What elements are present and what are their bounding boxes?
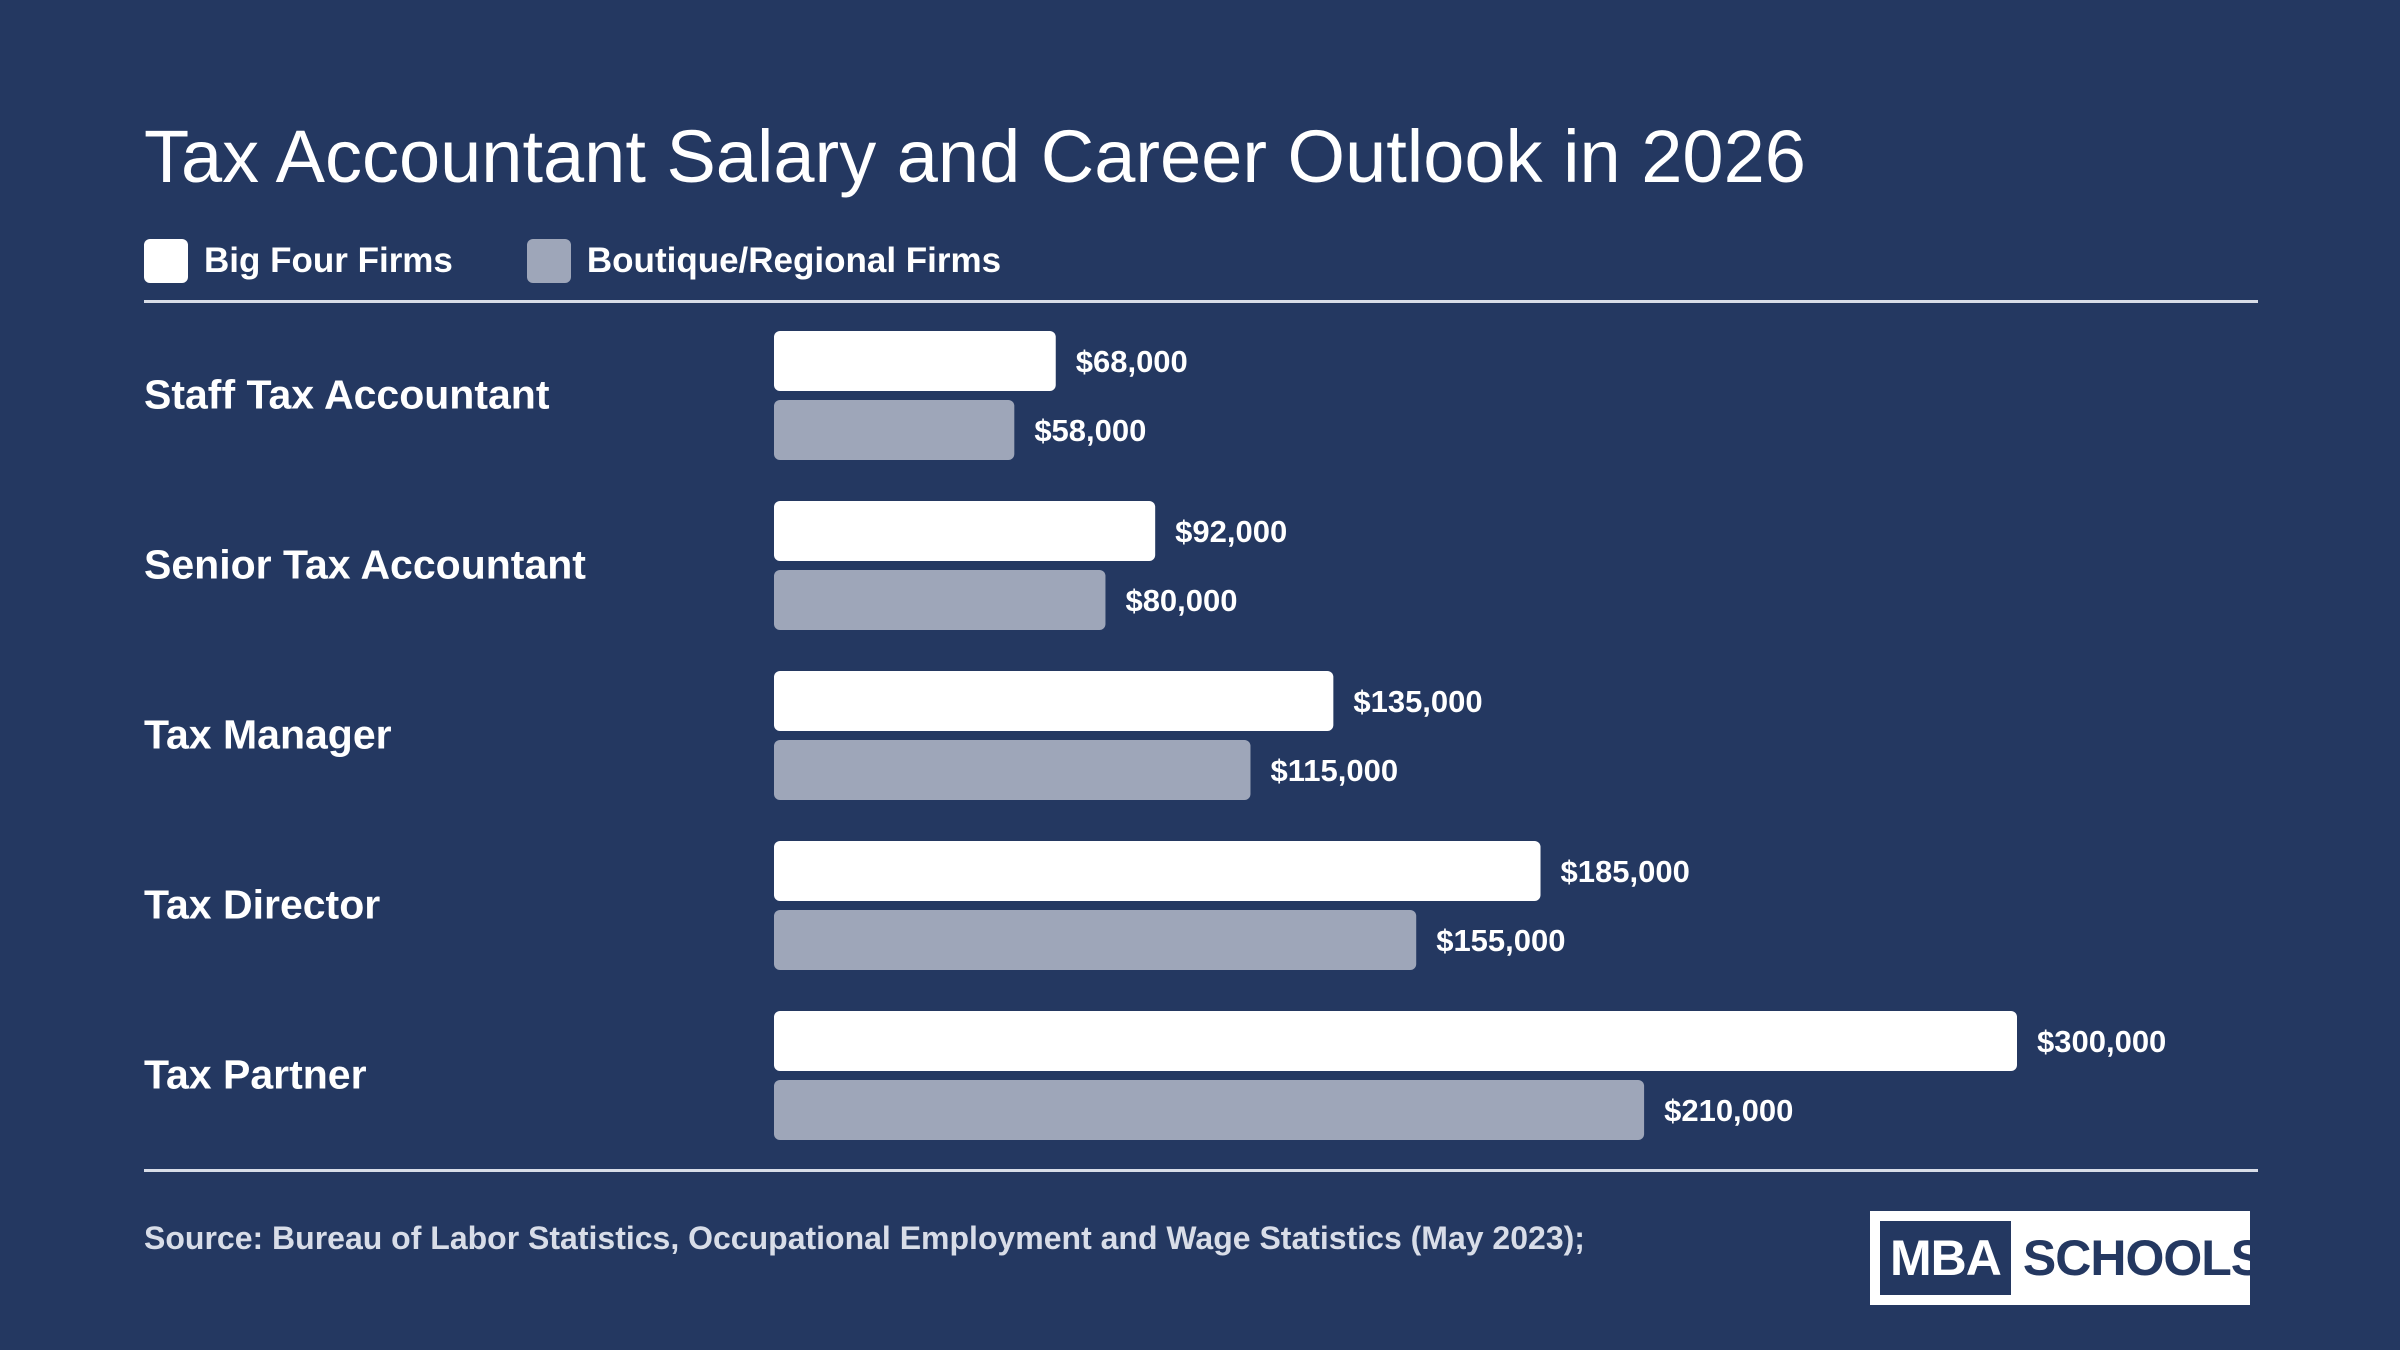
bar-boutique bbox=[774, 740, 1251, 800]
legend-item-big-four: Big Four Firms bbox=[144, 239, 453, 283]
bar-boutique bbox=[774, 1080, 1645, 1140]
source-note: Source: Bureau of Labor Statistics, Occu… bbox=[144, 1220, 1585, 1256]
category-label: Tax Director bbox=[144, 882, 380, 928]
legend-label-boutique: Boutique/Regional Firms bbox=[586, 241, 1002, 280]
category-label: Staff Tax Accountant bbox=[144, 372, 550, 418]
value-label-big-four: $68,000 bbox=[1076, 344, 1188, 379]
bar-big-four bbox=[774, 671, 1334, 731]
bar-big-four bbox=[774, 331, 1056, 391]
value-label-big-four: $135,000 bbox=[1353, 684, 1482, 719]
legend-item-boutique: Boutique/Regional Firms bbox=[526, 239, 1002, 283]
bar-big-four bbox=[774, 501, 1156, 561]
value-label-boutique: $80,000 bbox=[1125, 583, 1237, 618]
logo-mba-text: MBA bbox=[1880, 1221, 2011, 1295]
bar-boutique bbox=[774, 910, 1417, 970]
bar-boutique bbox=[774, 570, 1106, 630]
value-label-big-four: $92,000 bbox=[1175, 514, 1287, 549]
bar-boutique bbox=[774, 400, 1015, 460]
value-label-big-four: $300,000 bbox=[2037, 1024, 2166, 1059]
legend-label-big-four: Big Four Firms bbox=[204, 241, 453, 280]
bottom-divider bbox=[144, 1169, 2258, 1172]
mba-schools-logo: MBA SCHOOLS bbox=[1870, 1211, 2264, 1305]
value-label-boutique: $210,000 bbox=[1664, 1093, 1793, 1128]
chart-legend: Big Four Firms Boutique/Regional Firms bbox=[144, 238, 1075, 284]
bar-big-four bbox=[774, 841, 1541, 901]
category-label: Tax Manager bbox=[144, 712, 392, 758]
legend-swatch-boutique bbox=[526, 239, 571, 283]
value-label-boutique: $58,000 bbox=[1034, 413, 1146, 448]
category-label: Senior Tax Accountant bbox=[144, 542, 586, 588]
value-label-boutique: $115,000 bbox=[1270, 753, 1398, 788]
chart-title: Tax Accountant Salary and Career Outlook… bbox=[144, 115, 1806, 198]
category-label: Tax Partner bbox=[144, 1052, 367, 1098]
value-label-boutique: $155,000 bbox=[1436, 923, 1565, 958]
bar-big-four bbox=[774, 1011, 2017, 1071]
value-label-big-four: $185,000 bbox=[1561, 854, 1690, 889]
top-divider bbox=[144, 300, 2258, 303]
logo-schools-text: SCHOOLS bbox=[2022, 1230, 2264, 1286]
legend-swatch-big-four bbox=[144, 239, 188, 283]
